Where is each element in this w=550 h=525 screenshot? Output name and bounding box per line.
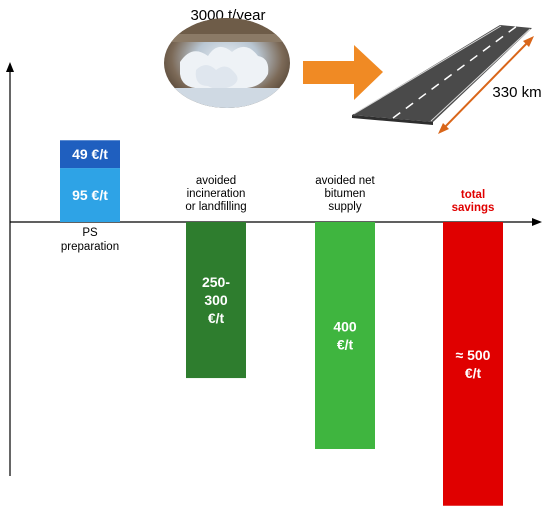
category-label-1-line-2: preparation [61,241,119,253]
bar-4 [443,222,503,506]
category-label-2-line-3: or landfilling [185,201,246,213]
bar-ps-preparation-segment-1-label: 95 €/t [72,187,108,203]
bar-3-value-label-line-2: €/t [337,337,354,353]
bar-4-value-label-line-2: €/t [465,365,482,381]
category-label-3-line-1: avoided net [315,175,375,187]
road-length-label: 330 km [492,84,541,101]
bar-4-value-label-line-1: ≈ 500 [456,347,491,363]
shredded-polystyrene-image [164,18,290,108]
bar-3-value-label-line-1: 400 [333,319,357,335]
category-label-3-line-2: bitumen [325,188,366,200]
bar-2-value-label-line-1: 250- [202,274,230,290]
bar-ps-preparation-segment-1 [60,168,120,222]
category-label-1-line-1: PS [82,227,98,239]
bar-2-value-label-line-2: 300 [204,292,228,308]
bars-layer: 95 €/t 49 €/t 250- 300 €/t 400 €/t ≈ 500 €/t [60,140,503,506]
category-label-4-line-2: savings [452,202,495,214]
road-length-measure-icon [438,36,534,134]
asphalt-road-image [352,25,532,125]
y-axis [6,62,14,476]
arrow-right-icon [303,45,383,100]
category-label-2-line-2: incineration [187,188,246,200]
category-label-4-line-1: total [461,189,485,201]
bar-2-value-label-line-3: €/t [208,310,225,326]
category-label-2-line-1: avoided [196,175,236,187]
bar-ps-preparation-segment-2 [60,140,120,169]
bar-2 [186,222,246,379]
category-label-3-line-3: supply [328,201,361,213]
bar-3 [315,222,375,449]
volume-label: 3000 t/year [190,7,265,24]
bar-ps-preparation-segment-2-label: 49 €/t [72,146,108,162]
